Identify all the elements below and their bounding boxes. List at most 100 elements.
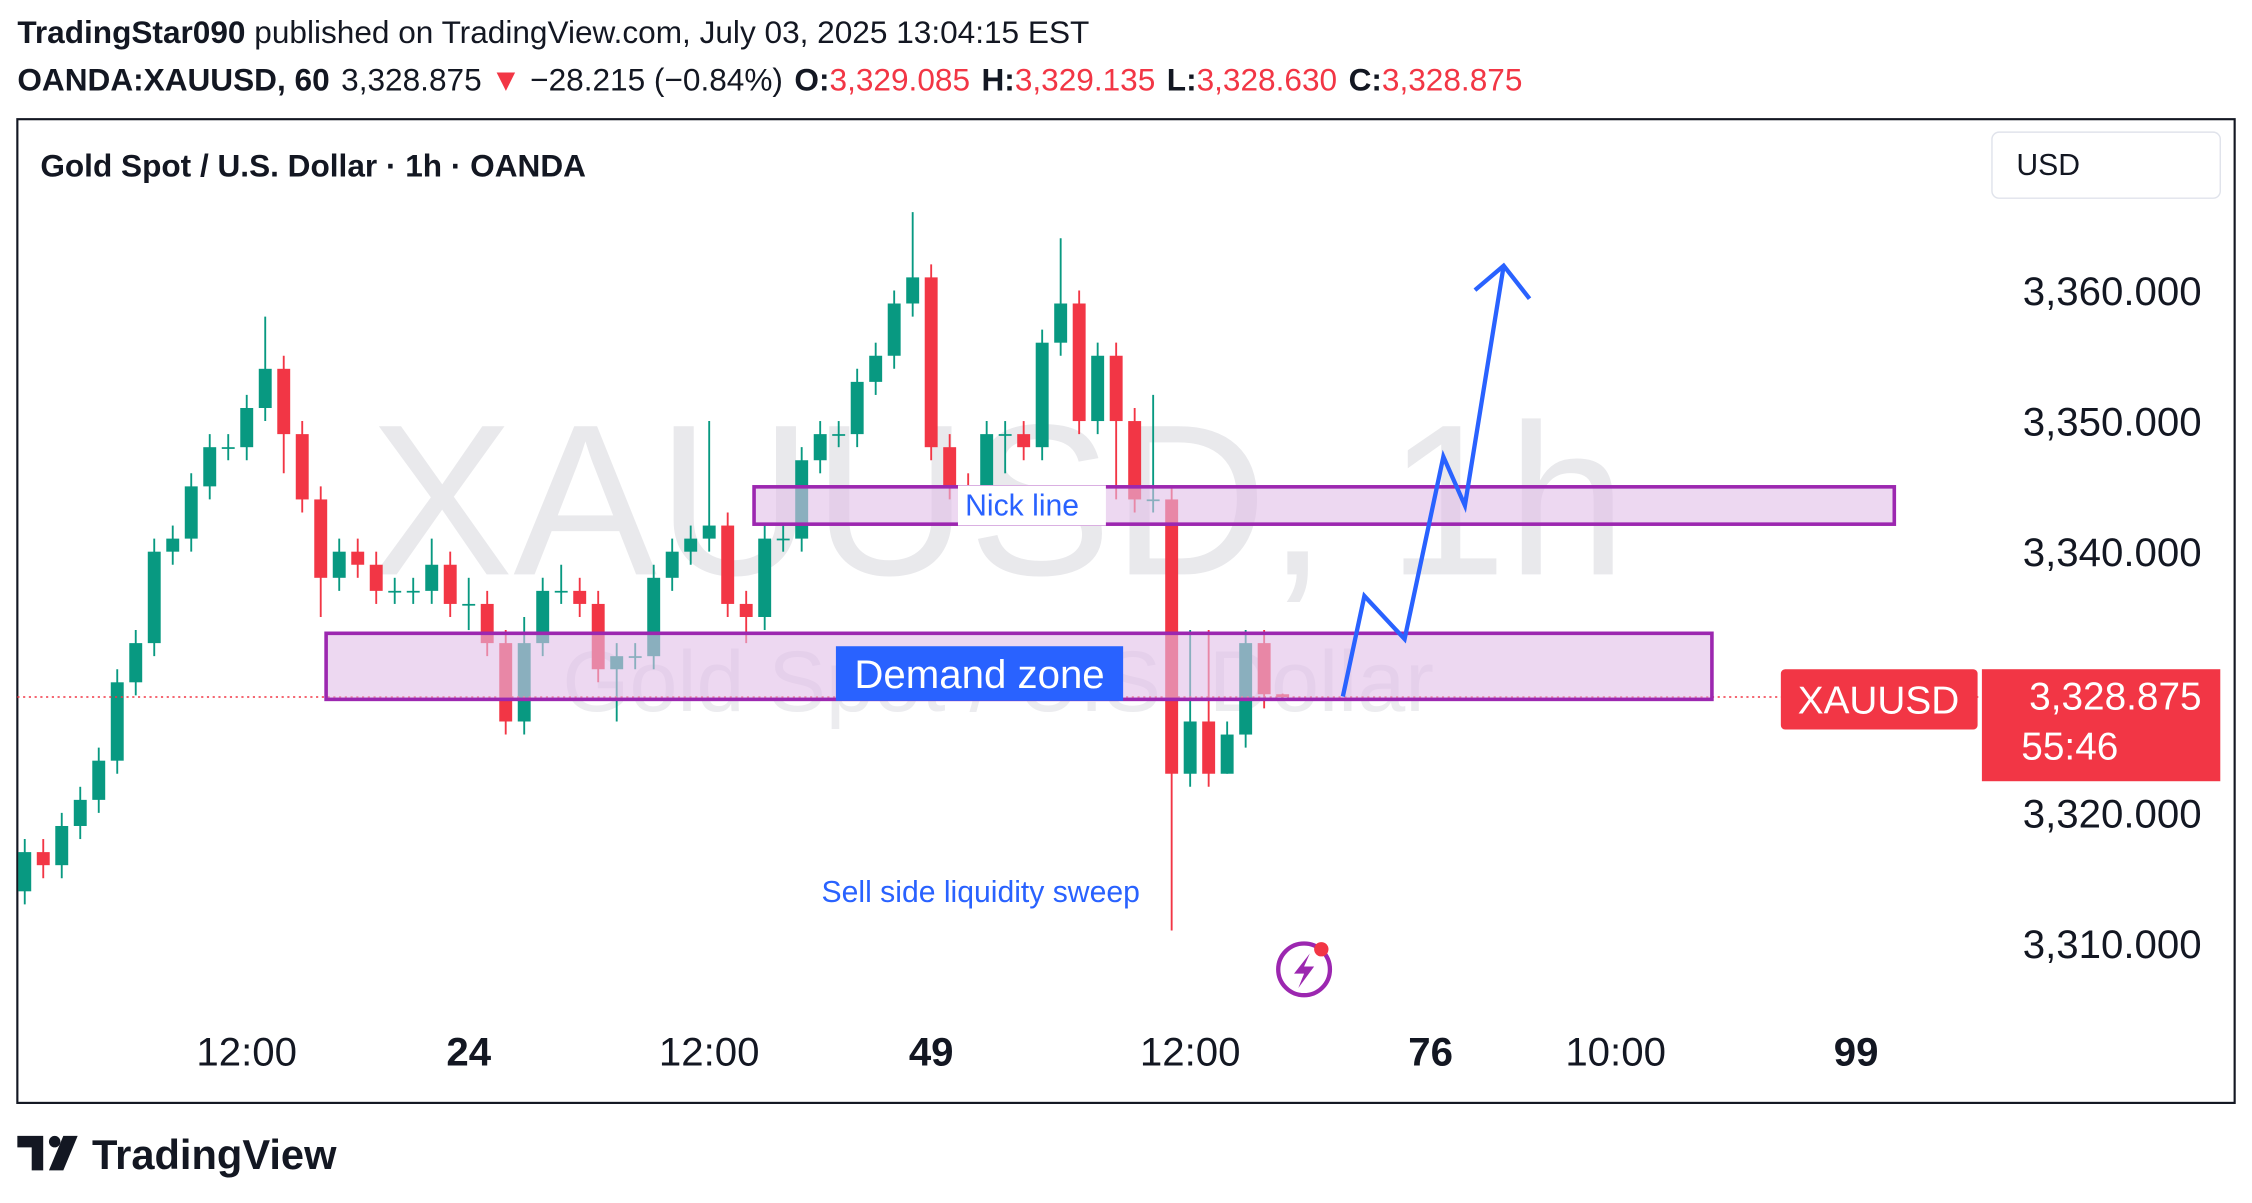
nick-label-bg (957, 485, 1106, 526)
candle-body (295, 434, 309, 500)
y-tick-label: 3,310.000 (2023, 922, 2202, 967)
candle-body (1054, 303, 1068, 343)
candle-body (758, 538, 772, 617)
h-label: H: (982, 61, 1015, 97)
x-tick-label: 12:00 (196, 1030, 297, 1075)
nick-label: Nick line (965, 490, 1079, 523)
candle-body (665, 551, 679, 578)
candle-body (258, 368, 272, 408)
candle-body (943, 447, 957, 487)
logo: TradingView (17, 1131, 337, 1178)
candle-body (55, 825, 69, 866)
candle-body (1202, 721, 1216, 774)
candle-body (277, 368, 291, 435)
y-tick-label: 3,360.000 (2023, 269, 2202, 314)
candle-body (147, 551, 161, 644)
author: TradingStar090 (17, 14, 245, 50)
candle-body (554, 590, 568, 593)
candle-body (184, 486, 198, 539)
candle-body (369, 564, 383, 591)
candle-body (221, 447, 235, 449)
candle-body (1072, 303, 1086, 422)
sweep-label: Sell side liquidity sweep (822, 876, 1140, 909)
candle-body (924, 277, 938, 448)
l-value: 3,328.630 (1197, 61, 1337, 97)
candle-body (850, 381, 864, 435)
x-tick-label: 10:00 (1565, 1030, 1666, 1075)
y-tick-label: 3,340.000 (2023, 530, 2202, 575)
h-value: 3,329.135 (1015, 61, 1155, 97)
header-line-1: TradingStar090 published on TradingView.… (17, 14, 1089, 50)
candle-body (351, 551, 365, 565)
candle-body (1017, 434, 1031, 448)
c-label: C: (1349, 61, 1382, 97)
symbol: OANDA:XAUUSD, 60 (17, 61, 329, 97)
candle-body (776, 538, 790, 541)
flash-icon[interactable] (1276, 941, 1333, 998)
candle-body (998, 434, 1012, 436)
o-value: 3,329.085 (830, 61, 970, 97)
price-tag (1981, 669, 2221, 782)
candle-body (869, 355, 883, 382)
candle-body (166, 538, 180, 552)
chart-title: Gold Spot / U.S. Dollar · 1h · OANDA (40, 148, 586, 184)
candle-body (1091, 355, 1105, 422)
y-tick-label: 3,350.000 (2023, 399, 2202, 444)
candle-body (388, 590, 402, 593)
candle-body (425, 564, 439, 591)
candle-body (721, 525, 735, 604)
candle-body (1109, 355, 1123, 422)
header-line-2: OANDA:XAUUSD, 60 3,328.875 ▼ −28.215 (−0.84… (17, 61, 1522, 97)
demand-label-bg (835, 646, 1124, 701)
logo-text: TradingView (92, 1131, 337, 1178)
demand-label: Demand zone (854, 652, 1104, 697)
candle-body (406, 590, 420, 593)
candle-body (36, 852, 50, 866)
candle-body (739, 603, 753, 617)
y-tick-label: 3,320.000 (2023, 791, 2202, 836)
candle-body (702, 525, 716, 539)
projection-arrow (1340, 265, 1506, 697)
candle-body (536, 590, 550, 644)
chart-frame (16, 118, 2236, 1104)
candle-body (906, 277, 920, 304)
x-tick-label: 76 (1408, 1030, 1453, 1075)
candle-body (18, 852, 32, 892)
down-arrow: ▼ (490, 61, 521, 97)
candle-body (332, 551, 346, 578)
x-tick-label: 24 (446, 1030, 491, 1075)
candle-body (1128, 421, 1142, 500)
candle-body (110, 682, 124, 761)
published: published on TradingView.com, July 03, 2… (254, 14, 1089, 50)
candle-body (813, 434, 827, 461)
currency: USD (2016, 149, 2080, 182)
candle-body (887, 303, 901, 356)
candle-body (684, 538, 698, 552)
candle-body (832, 434, 846, 436)
change: −28.215 (−0.84%) (530, 61, 783, 97)
candle-body (203, 447, 217, 487)
x-tick-label: 99 (1834, 1030, 1879, 1075)
symbol-tag-text: XAUUSD (1798, 680, 1960, 723)
symbol-tag (1780, 669, 1978, 730)
x-tick-label: 49 (909, 1030, 954, 1075)
candle-body (129, 643, 143, 683)
last-price: 3,328.875 (341, 61, 481, 97)
x-tick-label: 12:00 (659, 1030, 760, 1075)
currency-box[interactable] (1991, 131, 2222, 199)
o-label: O: (794, 61, 829, 97)
candle-body (462, 603, 476, 606)
price-tag-countdown: 55:46 (2021, 726, 2118, 769)
x-tick-label: 12:00 (1140, 1030, 1241, 1075)
arrow-head (1473, 262, 1532, 301)
nick-zone (752, 485, 1897, 526)
candle-body (980, 434, 994, 500)
candle-body (73, 799, 87, 826)
candle-body (1183, 721, 1197, 774)
candle-body (240, 407, 254, 448)
candle-body (1220, 734, 1234, 774)
candle-body (573, 590, 587, 604)
l-label: L: (1167, 61, 1197, 97)
